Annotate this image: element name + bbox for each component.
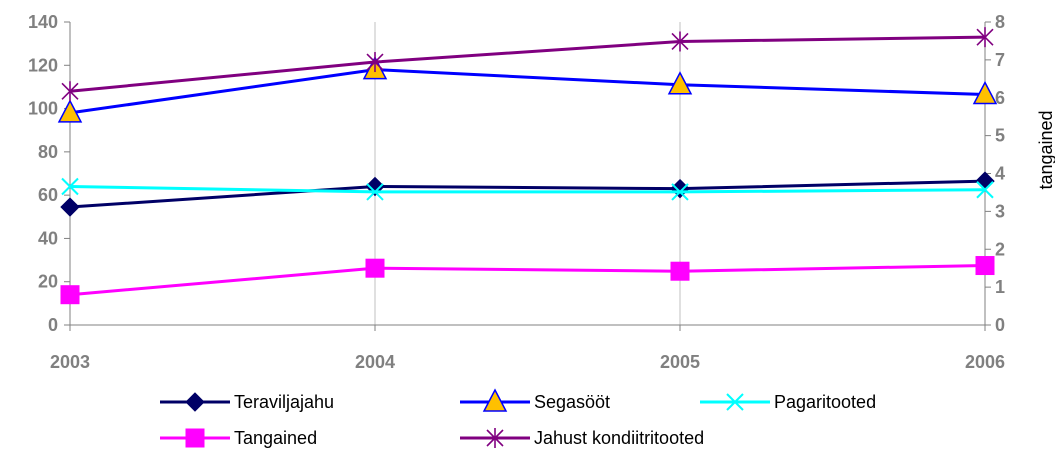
- data-point: [975, 256, 995, 276]
- legend-marker: [486, 428, 504, 448]
- x-tick-label: 2005: [660, 352, 700, 372]
- data-point: [60, 285, 80, 305]
- series-line: [69, 184, 986, 194]
- secondary-y-tick-label: 7: [995, 50, 1005, 70]
- data-point: [670, 178, 690, 199]
- series-jahust-kondiitritooted: [61, 27, 994, 102]
- chart-series: [57, 27, 998, 305]
- data-point: [671, 31, 689, 52]
- secondary-y-tick-label: 2: [995, 239, 1005, 259]
- data-point: [366, 183, 384, 201]
- legend-label: Tangained: [234, 428, 317, 448]
- legend-marker: [185, 392, 205, 412]
- series-teraviljajahu: [60, 171, 995, 217]
- series-line: [69, 179, 986, 209]
- data-point: [976, 181, 994, 199]
- primary-y-tick-label: 40: [38, 228, 58, 248]
- x-tick-label: 2006: [965, 352, 1005, 372]
- legend-marker: [185, 428, 205, 448]
- data-point: [365, 258, 385, 278]
- legend-item-pagaritooted: Pagaritooted: [700, 392, 876, 412]
- legend-label: Pagaritooted: [774, 392, 876, 412]
- data-point: [670, 261, 690, 281]
- primary-y-tick-label: 20: [38, 272, 58, 292]
- legend-item-teraviljajahu: Teraviljajahu: [160, 392, 334, 412]
- series-tangained: [60, 256, 995, 305]
- secondary-y-tick-label: 0: [995, 315, 1005, 335]
- primary-y-tick-label: 60: [38, 185, 58, 205]
- chart-legend: Teraviljajahu Segasööt Pagaritooted Tangain…: [160, 388, 876, 448]
- primary-y-tick-label: 0: [48, 315, 58, 335]
- secondary-y-tick-label: 4: [995, 164, 1005, 184]
- data-point: [667, 71, 693, 95]
- data-point: [975, 171, 995, 191]
- data-point: [57, 99, 83, 123]
- data-point: [61, 81, 79, 102]
- secondary-y-tick-label: 1: [995, 277, 1005, 297]
- secondary-y-tick-label: 8: [995, 12, 1005, 32]
- x-tick-label: 2004: [355, 352, 395, 372]
- primary-y-tick-label: 120: [28, 55, 58, 75]
- secondary-y-tick-label: 6: [995, 88, 1005, 108]
- x-tick-label: 2003: [50, 352, 90, 372]
- series-line: [69, 68, 986, 115]
- series-line: [69, 35, 986, 93]
- data-point: [60, 197, 80, 217]
- series-segas-t: [57, 55, 998, 123]
- legend-label: Jahust kondiitritooted: [534, 428, 704, 448]
- vertical-gridlines: [374, 22, 681, 325]
- legend-marker: [726, 393, 744, 411]
- legend-item-segas-t: Segasööt: [460, 388, 610, 412]
- primary-y-tick-label: 80: [38, 142, 58, 162]
- primary-y-tick-label: 140: [28, 12, 58, 32]
- legend-item-jahust-kondiitritooted: Jahust kondiitritooted: [460, 428, 704, 448]
- secondary-y-axis-title: tangained: [1036, 110, 1055, 189]
- legend-label: Teraviljajahu: [234, 392, 334, 412]
- data-point: [972, 80, 998, 105]
- secondary-y-tick-label: 3: [995, 201, 1005, 221]
- data-point: [61, 177, 79, 196]
- series-pagaritooted: [61, 177, 994, 201]
- secondary-y-tick-label: 5: [995, 126, 1005, 146]
- legend-marker: [482, 388, 508, 412]
- legend-label: Segasööt: [534, 392, 610, 412]
- primary-y-tick-label: 100: [28, 99, 58, 119]
- data-point: [366, 52, 384, 73]
- series-line: [69, 264, 986, 297]
- data-point: [976, 27, 994, 48]
- data-point: [671, 183, 689, 201]
- legend-item-tangained: Tangained: [160, 428, 317, 448]
- chart-axes: 0 20 40 60 80 100 120 140 0 1 2 3 4 5 6 7 8 2003 2004 2005 2…: [28, 12, 1005, 372]
